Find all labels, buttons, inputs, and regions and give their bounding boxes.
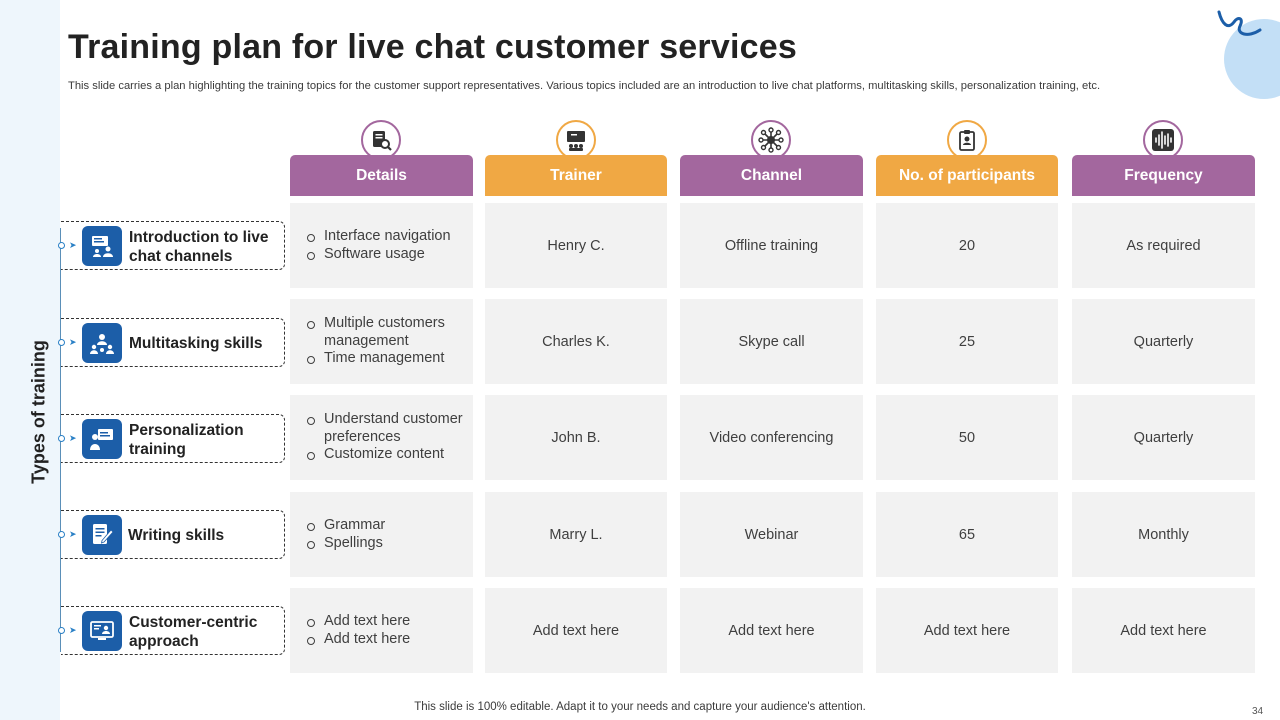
frequency-cell: As required bbox=[1072, 203, 1255, 288]
network-hub-icon bbox=[751, 120, 791, 160]
details-item: Software usage bbox=[304, 246, 451, 264]
connector-arrow-icon: ➤ bbox=[69, 240, 77, 250]
frequency-cell: Monthly bbox=[1072, 492, 1255, 577]
channel-cell: Offline training bbox=[680, 203, 863, 288]
column-header-details: Details bbox=[290, 155, 473, 196]
id-badge-icon bbox=[947, 120, 987, 160]
details-item: Multiple customers management bbox=[304, 315, 473, 350]
trainer-cell: John B. bbox=[485, 395, 667, 480]
column-header-trainer: Trainer bbox=[485, 155, 667, 196]
training-type-row-1: ➤ Introduction to live chat channels bbox=[58, 221, 285, 270]
connector-dot bbox=[58, 627, 65, 634]
participants-cell: Add text here bbox=[876, 588, 1058, 673]
channel-cell: Skype call bbox=[680, 299, 863, 384]
training-type-label: Personalization training bbox=[129, 422, 244, 458]
footer-text: This slide is 100% editable. Adapt it to… bbox=[414, 701, 866, 713]
connector-dot bbox=[58, 531, 65, 538]
trainer-cell: Add text here bbox=[485, 588, 667, 673]
participants-cell: 25 bbox=[876, 299, 1058, 384]
presenter-icon bbox=[556, 120, 596, 160]
page-number: 34 bbox=[1252, 706, 1264, 717]
participants-cell: 65 bbox=[876, 492, 1058, 577]
channel-cell: Video conferencing bbox=[680, 395, 863, 480]
training-type-label: Writing skills bbox=[128, 527, 225, 544]
sound-wave-icon bbox=[1143, 120, 1183, 160]
training-type-label: Multitasking skills bbox=[129, 335, 263, 352]
details-item: Understand customer preferences bbox=[304, 411, 473, 446]
connector-arrow-icon: ➤ bbox=[69, 625, 77, 635]
decorative-swirl-icon bbox=[1217, 10, 1262, 36]
details-item: Spellings bbox=[304, 535, 385, 553]
details-cell: Understand customer preferences Customiz… bbox=[290, 395, 473, 480]
participants-cell: 20 bbox=[876, 203, 1058, 288]
column-header-participants: No. of participants bbox=[876, 155, 1058, 196]
details-item: Customize content bbox=[304, 446, 473, 464]
frequency-cell: Add text here bbox=[1072, 588, 1255, 673]
trainer-cell: Marry L. bbox=[485, 492, 667, 577]
training-type-row-4: ➤ Writing skills bbox=[58, 510, 285, 559]
trainer-cell: Charles K. bbox=[485, 299, 667, 384]
types-of-training-label: Types of training bbox=[28, 340, 49, 484]
customer-screen-icon bbox=[82, 611, 122, 651]
channel-cell: Webinar bbox=[680, 492, 863, 577]
magnifier-document-icon bbox=[361, 120, 401, 160]
details-cell: Grammar Spellings bbox=[290, 492, 473, 577]
chat-presentation-icon bbox=[82, 226, 122, 266]
details-cell: Add text here Add text here bbox=[290, 588, 473, 673]
writing-document-icon bbox=[82, 515, 122, 555]
frequency-cell: Quarterly bbox=[1072, 299, 1255, 384]
details-item: Time management bbox=[304, 350, 473, 368]
connector-arrow-icon: ➤ bbox=[69, 433, 77, 443]
details-item: Grammar bbox=[304, 517, 385, 535]
page-subtitle: This slide carries a plan highlighting t… bbox=[68, 80, 1101, 92]
training-type-row-2: ➤ Multitasking skills bbox=[58, 318, 285, 367]
details-item: Add text here bbox=[304, 631, 410, 649]
details-cell: Multiple customers management Time manag… bbox=[290, 299, 473, 384]
details-item: Interface navigation bbox=[304, 228, 451, 246]
details-cell: Interface navigation Software usage bbox=[290, 203, 473, 288]
left-accent-band bbox=[0, 0, 60, 720]
team-network-icon bbox=[82, 323, 122, 363]
trainer-cell: Henry C. bbox=[485, 203, 667, 288]
page-title: Training plan for live chat customer ser… bbox=[68, 28, 797, 66]
footer-note: This slide is 100% editable. Adapt it to… bbox=[0, 701, 1280, 713]
connector-dot bbox=[58, 435, 65, 442]
details-item: Add text here bbox=[304, 613, 410, 631]
training-type-row-5: ➤ Customer-centric approach bbox=[58, 606, 285, 655]
channel-cell: Add text here bbox=[680, 588, 863, 673]
training-type-label: Customer-centric approach bbox=[129, 614, 258, 650]
connector-arrow-icon: ➤ bbox=[69, 337, 77, 347]
connector-arrow-icon: ➤ bbox=[69, 529, 77, 539]
frequency-cell: Quarterly bbox=[1072, 395, 1255, 480]
connector-dot bbox=[58, 339, 65, 346]
training-type-label: Introduction to live chat channels bbox=[129, 229, 269, 265]
user-board-icon bbox=[82, 419, 122, 459]
training-type-row-3: ➤ Personalization training bbox=[58, 414, 285, 463]
participants-cell: 50 bbox=[876, 395, 1058, 480]
column-header-channel: Channel bbox=[680, 155, 863, 196]
column-header-frequency: Frequency bbox=[1072, 155, 1255, 196]
connector-dot bbox=[58, 242, 65, 249]
